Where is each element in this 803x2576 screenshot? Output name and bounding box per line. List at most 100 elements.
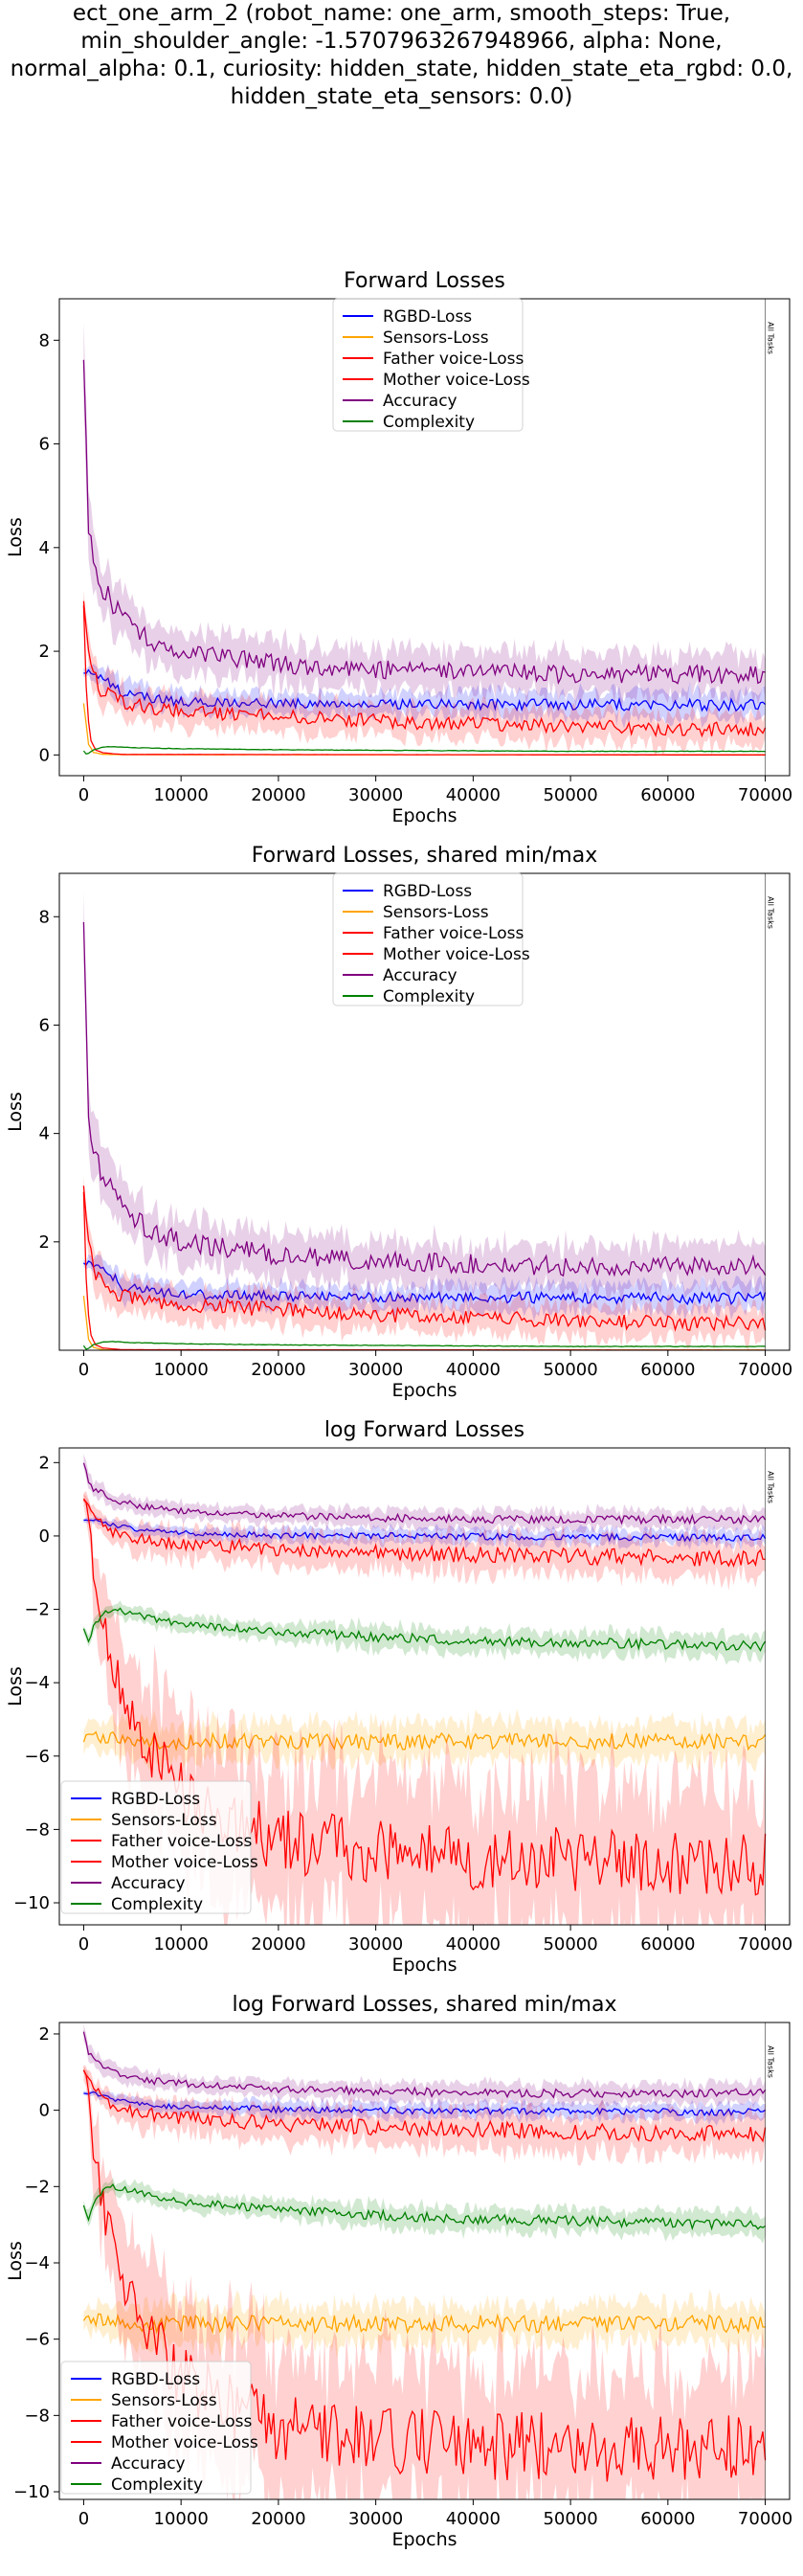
legend-label-accuracy: Accuracy	[383, 966, 457, 985]
y-tick-label: −2	[24, 2177, 50, 2197]
y-tick-label: 4	[39, 1124, 50, 1144]
x-tick-label: 0	[78, 2509, 89, 2529]
y-tick-label: 2	[39, 642, 50, 662]
y-tick-label: 8	[39, 907, 50, 927]
series-band-accuracy	[83, 1454, 765, 1535]
x-tick-label: 10000	[154, 2509, 209, 2529]
task-boundary-label: All Tasks	[767, 2045, 775, 2078]
legend-label-complexity: Complexity	[111, 2475, 203, 2495]
x-tick-label: 20000	[251, 785, 305, 805]
x-tick-label: 0	[78, 785, 89, 805]
y-axis-label: Loss	[5, 517, 26, 557]
x-tick-label: 0	[78, 1360, 89, 1380]
legend-label-sensors-loss: Sensors-Loss	[111, 1811, 217, 1830]
x-tick-label: 30000	[348, 1360, 403, 1380]
log-forward-losses-shared-chart: log Forward Losses, shared min/max All Ta…	[0, 1982, 803, 2576]
y-tick-label: 2	[39, 2024, 50, 2045]
x-tick-label: 60000	[640, 1934, 695, 1955]
x-tick-label: 10000	[154, 1360, 209, 1380]
x-axis-label: Epochs	[391, 1380, 457, 1401]
legend-label-mother-voice-loss: Mother voice-Loss	[383, 945, 530, 964]
x-tick-label: 60000	[640, 785, 695, 805]
figure-title-line: min_shoulder_angle: -1.5707963267948966,…	[0, 28, 803, 56]
x-tick-label: 50000	[543, 1934, 597, 1955]
legend-label-rgbd-loss: RGBD-Loss	[383, 307, 472, 327]
legend-label-complexity: Complexity	[383, 987, 475, 1006]
x-tick-label: 70000	[738, 2509, 792, 2529]
legend-label-father-voice-loss: Father voice-Loss	[383, 924, 524, 943]
x-tick-label: 40000	[446, 2509, 501, 2529]
legend: RGBD-Loss Sensors-Loss Father voice-Loss Mo…	[333, 873, 530, 1006]
y-tick-label: −10	[13, 1893, 50, 1913]
figure-title-line: hidden_state_eta_sensors: 0.0)	[0, 83, 803, 111]
x-tick-label: 0	[78, 1934, 89, 1955]
y-tick-label: 0	[39, 745, 50, 765]
legend-label-mother-voice-loss: Mother voice-Loss	[111, 1853, 258, 1872]
x-tick-label: 70000	[738, 1934, 792, 1955]
y-tick-label: 2	[39, 1232, 50, 1253]
series-line-complexity	[83, 1342, 765, 1349]
x-tick-label: 70000	[738, 785, 792, 805]
legend-label-mother-voice-loss: Mother voice-Loss	[383, 371, 530, 390]
legend-label-father-voice-loss: Father voice-Loss	[383, 350, 524, 369]
legend-label-accuracy: Accuracy	[383, 392, 457, 411]
y-tick-label: −8	[24, 1819, 50, 1840]
legend-label-rgbd-loss: RGBD-Loss	[111, 2370, 200, 2389]
x-tick-label: 30000	[348, 1934, 403, 1955]
legend-label-complexity: Complexity	[383, 413, 475, 432]
series-band-complexity	[83, 2178, 765, 2244]
y-tick-label: 2	[39, 1453, 50, 1473]
legend: RGBD-Loss Sensors-Loss Father voice-Loss Mo…	[61, 2361, 258, 2495]
legend-label-accuracy: Accuracy	[111, 1874, 186, 1893]
figure-title-line: ect_one_arm_2 (robot_name: one_arm, smoo…	[0, 0, 803, 28]
y-axis-label: Loss	[5, 2241, 26, 2281]
legend-label-mother-voice-loss: Mother voice-Loss	[111, 2433, 258, 2452]
y-tick-label: −4	[24, 2253, 50, 2273]
y-tick-label: 6	[39, 435, 50, 455]
task-boundary-label: All Tasks	[767, 1471, 775, 1503]
x-axis-label: Epochs	[391, 2529, 457, 2550]
task-boundary-label: All Tasks	[767, 896, 775, 929]
chart-title: log Forward Losses	[324, 1418, 524, 1442]
legend-label-sensors-loss: Sensors-Loss	[383, 903, 489, 922]
x-tick-label: 60000	[640, 1360, 695, 1380]
figure-title: ect_one_arm_2 (robot_name: one_arm, smoo…	[0, 0, 803, 111]
chart-title: log Forward Losses, shared min/max	[232, 1993, 616, 2017]
x-tick-label: 10000	[154, 785, 209, 805]
x-tick-label: 30000	[348, 2509, 403, 2529]
x-tick-label: 20000	[251, 2509, 305, 2529]
legend-label-rgbd-loss: RGBD-Loss	[383, 882, 472, 901]
log-forward-losses-chart: log Forward Losses All Tasks 0 10000 20000 30…	[0, 1408, 803, 1982]
x-tick-label: 50000	[543, 1360, 597, 1380]
y-tick-label: 4	[39, 538, 50, 558]
y-tick-label: −8	[24, 2406, 50, 2426]
y-tick-label: −6	[24, 2330, 50, 2350]
x-tick-label: 60000	[640, 2509, 695, 2529]
x-tick-label: 70000	[738, 1360, 792, 1380]
legend-label-sensors-loss: Sensors-Loss	[383, 328, 489, 348]
legend-label-accuracy: Accuracy	[111, 2454, 186, 2474]
figure-title-line: normal_alpha: 0.1, curiosity: hidden_sta…	[0, 56, 803, 83]
x-tick-label: 50000	[543, 785, 597, 805]
x-tick-label: 10000	[154, 1934, 209, 1955]
legend-label-father-voice-loss: Father voice-Loss	[111, 2412, 252, 2431]
x-tick-label: 40000	[446, 1934, 501, 1955]
x-tick-label: 50000	[543, 2509, 597, 2529]
x-tick-label: 20000	[251, 1934, 305, 1955]
legend-label-father-voice-loss: Father voice-Loss	[111, 1832, 252, 1851]
legend-label-complexity: Complexity	[111, 1895, 203, 1914]
series-band-complexity	[83, 1600, 765, 1664]
x-axis-label: Epochs	[391, 1955, 457, 1976]
y-tick-label: 0	[39, 1526, 50, 1547]
y-tick-label: −6	[24, 1747, 50, 1767]
chart-title: Forward Losses	[344, 269, 505, 293]
x-axis-label: Epochs	[391, 805, 457, 826]
y-tick-label: −10	[13, 2482, 50, 2502]
legend-label-sensors-loss: Sensors-Loss	[111, 2391, 217, 2410]
y-tick-label: −4	[24, 1673, 50, 1693]
y-axis-label: Loss	[5, 1666, 26, 1706]
x-tick-label: 20000	[251, 1360, 305, 1380]
